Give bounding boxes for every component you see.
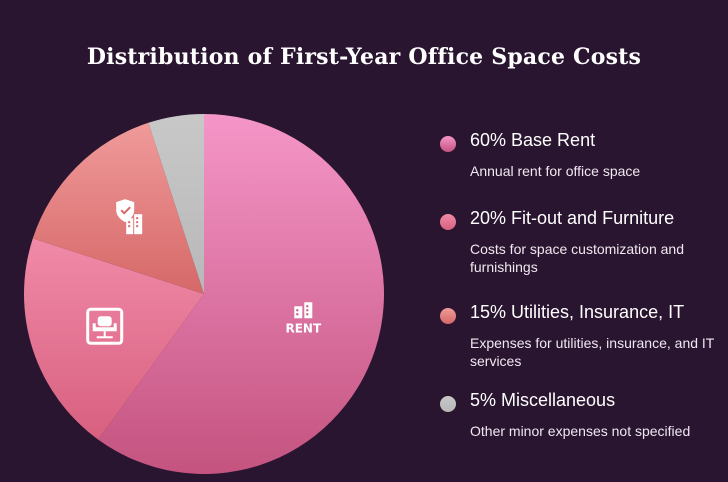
chart-title: Distribution of First-Year Office Space … xyxy=(86,44,642,70)
legend-description: Annual rent for office space xyxy=(470,163,641,179)
legend-label: 15% Utilities, Insurance, IT xyxy=(470,302,685,322)
legend-dot-miscellaneous xyxy=(440,396,456,412)
legend-description: Other minor expenses not specified xyxy=(470,423,691,439)
legend-label: 5% Miscellaneous xyxy=(470,390,616,410)
legend-dot-utilities xyxy=(440,308,456,324)
legend-label: 20% Fit-out and Furniture xyxy=(470,208,675,228)
office-chair-icon xyxy=(86,307,124,345)
shield-building-icon xyxy=(116,199,143,235)
legend-label: 60% Base Rent xyxy=(470,130,596,150)
legend-dot-base-rent xyxy=(440,136,456,152)
legend-description: Costs for space customization and furnis… xyxy=(470,241,684,275)
pie-slice-miscellaneous xyxy=(148,114,204,294)
rent-icon: RENT xyxy=(285,302,322,335)
legend-description: Expenses for utilities, insurance, and I… xyxy=(470,335,715,369)
rent-icon-text: RENT xyxy=(285,321,321,335)
legend-dot-fit-out xyxy=(440,214,456,230)
pie-slice-fit-out-and-furniture xyxy=(23,238,204,440)
pie-slice-base-rent xyxy=(98,114,384,474)
